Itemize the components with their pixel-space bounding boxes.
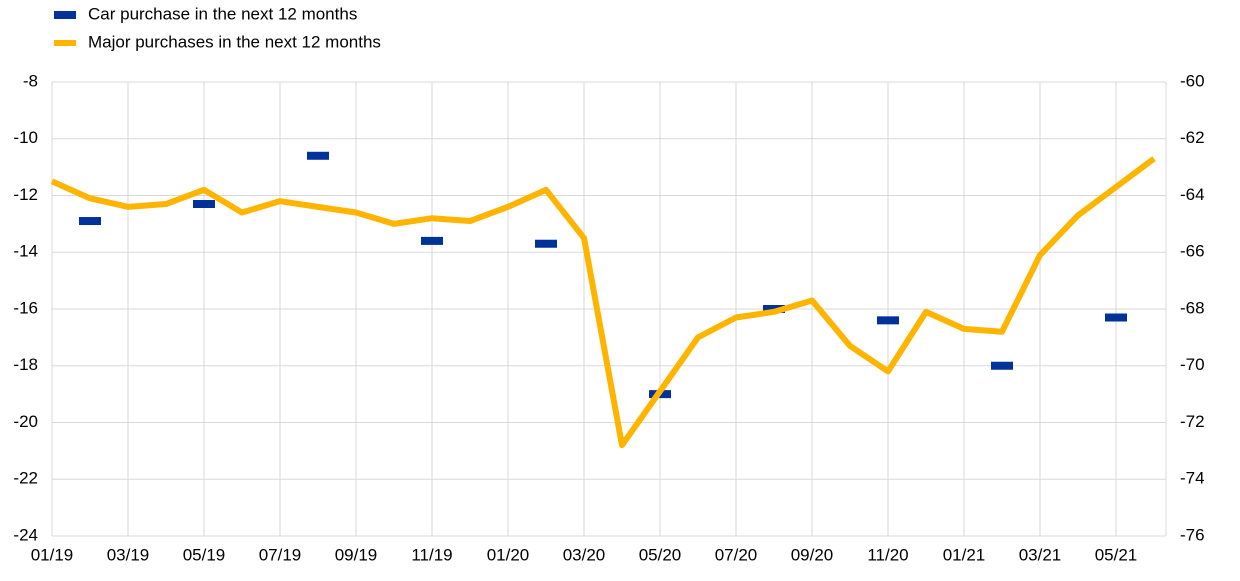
x-tick-label: 05/19 bbox=[183, 545, 226, 564]
x-tick-label: 07/20 bbox=[715, 545, 758, 564]
x-tick-label: 03/20 bbox=[563, 545, 606, 564]
y-tick-label: -10 bbox=[13, 128, 38, 147]
y2-tick-label: -70 bbox=[1180, 355, 1205, 374]
dash-marker bbox=[535, 239, 557, 248]
legend-label: Major purchases in the next 12 months bbox=[88, 32, 381, 51]
y2-tick-label: -60 bbox=[1180, 71, 1205, 90]
y2-tick-label: -64 bbox=[1180, 185, 1205, 204]
x-tick-label: 11/19 bbox=[411, 545, 452, 564]
x-tick-label: 09/20 bbox=[791, 545, 834, 564]
y-tick-label: -14 bbox=[13, 242, 38, 261]
dash-marker bbox=[991, 361, 1013, 370]
y-tick-label: -20 bbox=[13, 412, 38, 431]
line-series bbox=[50, 156, 1156, 449]
y-tick-label: -16 bbox=[13, 298, 38, 317]
x-tick-label: 09/19 bbox=[335, 545, 378, 564]
y2-tick-label: -72 bbox=[1180, 412, 1205, 431]
x-tick-label: 01/21 bbox=[943, 545, 986, 564]
dash-marker bbox=[877, 316, 899, 325]
y2-tick-label: -66 bbox=[1180, 242, 1205, 261]
y2-tick-label: -68 bbox=[1180, 298, 1205, 317]
y2-tick-label: -62 bbox=[1180, 128, 1205, 147]
dash-marker bbox=[79, 217, 101, 226]
x-tick-label: 05/21 bbox=[1095, 545, 1138, 564]
y-tick-label: -18 bbox=[13, 355, 38, 374]
x-tick-label: 03/19 bbox=[107, 545, 150, 564]
x-tick-label: 11/20 bbox=[867, 545, 908, 564]
x-tick-label: 01/19 bbox=[31, 545, 74, 564]
x-tick-label: 07/19 bbox=[259, 545, 302, 564]
x-tick-label: 01/20 bbox=[487, 545, 530, 564]
y-tick-label: -12 bbox=[13, 185, 38, 204]
dash-marker bbox=[193, 200, 215, 209]
x-tick-label: 05/20 bbox=[639, 545, 682, 564]
dash-marker bbox=[307, 151, 329, 160]
y-tick-label: -8 bbox=[23, 71, 38, 90]
y2-tick-label: -74 bbox=[1180, 469, 1205, 488]
y-tick-label: -24 bbox=[13, 525, 38, 544]
x-tick-label: 03/21 bbox=[1019, 545, 1062, 564]
y-tick-label: -22 bbox=[13, 469, 38, 488]
dash-marker bbox=[1105, 313, 1127, 322]
y2-tick-label: -76 bbox=[1180, 525, 1205, 544]
legend-swatch bbox=[54, 11, 76, 19]
dash-marker bbox=[421, 236, 443, 245]
legend-label: Car purchase in the next 12 months bbox=[88, 4, 357, 23]
